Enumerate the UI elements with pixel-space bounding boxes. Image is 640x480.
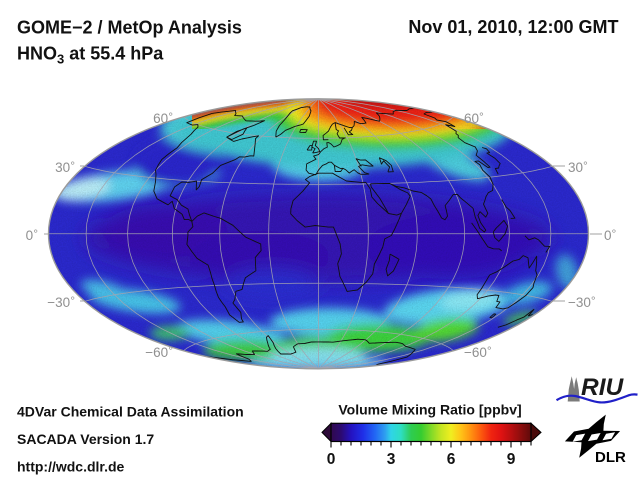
svg-text:−60°: −60° <box>464 344 492 361</box>
svg-text:4DVar Chemical Data Assimilati: 4DVar Chemical Data Assimilation <box>17 404 244 420</box>
svg-text:6: 6 <box>447 451 456 468</box>
svg-text:3: 3 <box>387 451 396 468</box>
svg-text:Volume Mixing Ratio [ppbv]: Volume Mixing Ratio [ppbv] <box>338 402 521 418</box>
svg-text:30°: 30° <box>568 159 588 176</box>
svg-text:60°: 60° <box>464 110 484 127</box>
svg-text:HNO3 at 55.4 hPa: HNO3 at 55.4 hPa <box>17 44 164 67</box>
svg-text:http://wdc.dlr.de: http://wdc.dlr.de <box>17 459 125 475</box>
svg-text:0°: 0° <box>604 227 617 244</box>
svg-text:GOME−2 / MetOp Analysis: GOME−2 / MetOp Analysis <box>17 18 242 38</box>
svg-text:−30°: −30° <box>47 294 75 311</box>
svg-text:30°: 30° <box>55 159 75 176</box>
svg-text:−60°: −60° <box>145 344 173 361</box>
svg-text:Nov 01, 2010, 12:00 GMT: Nov 01, 2010, 12:00 GMT <box>408 17 618 37</box>
svg-text:DLR: DLR <box>595 449 626 466</box>
svg-text:9: 9 <box>507 451 516 468</box>
svg-text:0°: 0° <box>26 227 39 244</box>
svg-text:−30°: −30° <box>568 294 596 311</box>
svg-text:SACADA Version 1.7: SACADA Version 1.7 <box>17 431 154 447</box>
svg-text:RIU: RIU <box>581 374 625 401</box>
svg-text:0: 0 <box>327 451 336 468</box>
svg-text:60°: 60° <box>153 110 173 127</box>
